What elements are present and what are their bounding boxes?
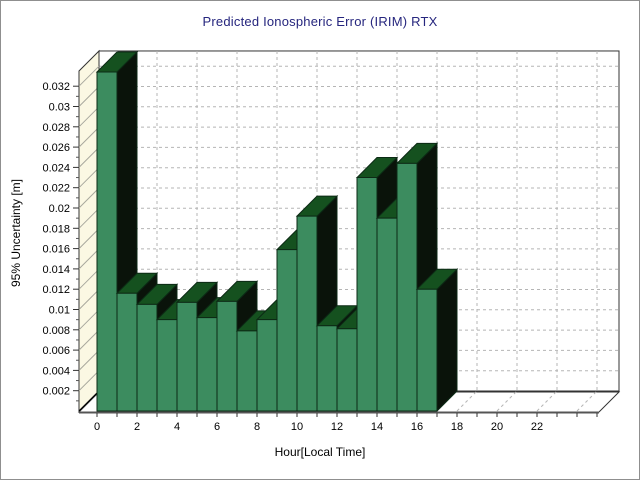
x-tick-label: 8	[254, 421, 260, 433]
x-tick-label: 2	[134, 421, 140, 433]
bar-front-face	[316, 325, 338, 412]
wall-hatch-line	[78, 350, 100, 371]
bar-front-face	[296, 215, 318, 412]
bar	[395, 142, 439, 413]
y-tick-label: 0.024	[42, 162, 70, 174]
y-tick-label: 0.022	[42, 183, 70, 195]
chart-title: Predicted Ionospheric Error (IRIM) RTX	[202, 14, 438, 29]
x-tick-label: 0	[94, 421, 100, 433]
y-tick-label: 0.016	[42, 244, 70, 256]
bar-front-face	[156, 319, 178, 412]
y-tick-label: 0.002	[42, 386, 70, 398]
wall-hatch-line	[78, 126, 100, 148]
floor-gridline	[576, 390, 598, 412]
bar-front-face	[136, 303, 158, 412]
wall-hatch-line	[78, 309, 100, 331]
wall-hatch-line	[78, 329, 100, 351]
y-tick-label: 0.026	[42, 142, 70, 154]
bar-front-face	[256, 319, 278, 412]
bar-front-face	[356, 177, 378, 412]
bar-front-face	[176, 301, 198, 412]
x-axis-title: Hour[Local Time]	[274, 445, 366, 459]
wall-hatch-line	[78, 167, 100, 189]
floor-gridline	[496, 390, 518, 412]
y-tick-label: 0.014	[42, 264, 70, 276]
y-tick-label: 0.012	[42, 284, 70, 296]
floor-gridline	[456, 390, 478, 412]
wall-hatch-line	[78, 370, 100, 392]
wall-hatch-line	[78, 268, 100, 290]
bar-front-face	[236, 330, 258, 412]
y-tick-label: 0.01	[49, 305, 70, 317]
x-tick-label: 6	[214, 421, 220, 433]
bar-front-face	[116, 292, 138, 412]
bar-front-face	[96, 71, 118, 412]
floor-gridline	[536, 390, 558, 412]
y-tick-label: 0.03	[49, 102, 70, 114]
wall-hatch-line	[78, 106, 100, 128]
wall-hatch-line	[78, 228, 100, 249]
bar-front-face	[416, 288, 438, 412]
wall-hatch-line	[78, 207, 100, 229]
bar-front-face	[196, 317, 218, 412]
y-tick-label: 0.02	[49, 203, 70, 215]
wall-hatch-line	[78, 289, 100, 310]
x-tick-label: 22	[531, 421, 543, 433]
wall-hatch-line	[78, 86, 100, 107]
bar-front-face	[216, 300, 238, 412]
x-tick-label: 10	[291, 421, 303, 433]
x-tick-label: 16	[411, 421, 423, 433]
x-tick-label: 4	[174, 421, 180, 433]
y-tick-label: 0.032	[42, 81, 70, 93]
x-tick-label: 18	[451, 421, 463, 433]
y-tick-label: 0.028	[42, 122, 70, 134]
y-tick-label: 0.004	[42, 365, 70, 377]
y-tick-label: 0.006	[42, 345, 70, 357]
bar-front-face	[396, 162, 418, 412]
y-tick-label: 0.008	[42, 325, 70, 337]
x-tick-label: 12	[331, 421, 343, 433]
bar	[415, 267, 459, 413]
wall-base-edge	[78, 390, 100, 412]
bar-front-face	[376, 217, 398, 412]
y-tick-label: 0.018	[42, 223, 70, 235]
wall-hatch-line	[78, 187, 100, 209]
x-tick-label: 20	[491, 421, 503, 433]
bar-front-face	[336, 328, 358, 412]
wall-hatch-line	[78, 147, 100, 168]
bar-side-face	[436, 267, 458, 413]
wall-hatch-line	[78, 65, 100, 87]
wall-hatch-line	[78, 248, 100, 270]
x-tick-label: 14	[371, 421, 383, 433]
bar-front-face	[276, 249, 298, 412]
